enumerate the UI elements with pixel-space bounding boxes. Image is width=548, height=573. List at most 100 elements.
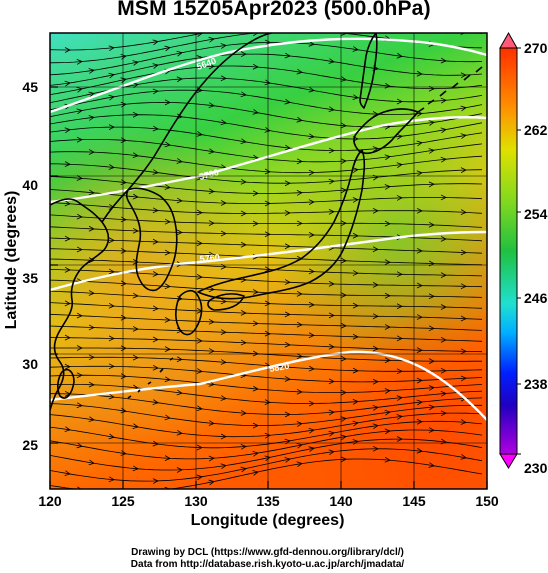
streamline-arrow — [196, 405, 203, 412]
streamline — [50, 101, 483, 128]
axis-ticks — [49, 86, 488, 489]
graticule — [50, 33, 487, 489]
coastlines — [50, 33, 483, 411]
streamline-arrow — [340, 355, 347, 362]
streamline-arrow — [152, 39, 159, 46]
streamline-arrow — [208, 251, 215, 258]
streamline-arrow — [428, 181, 435, 188]
streamline — [50, 258, 483, 277]
streamline-arrow — [460, 283, 467, 290]
streamline-arrow — [308, 446, 315, 452]
y-tick-25: 25 — [22, 437, 38, 453]
streamline-arrow — [284, 210, 291, 216]
streamline-arrow — [340, 122, 347, 129]
streamline-arrow — [208, 102, 215, 109]
streamline-arrow — [208, 479, 215, 486]
streamline — [50, 412, 483, 438]
streamline-arrow — [384, 82, 391, 89]
streamline-arrow — [240, 138, 247, 145]
streamline-arrow — [352, 333, 359, 340]
streamline-arrow — [460, 419, 467, 425]
streamline-arrow — [284, 341, 291, 348]
streamline-arrow — [308, 232, 315, 238]
streamline-arrow — [208, 286, 215, 293]
streamline — [50, 248, 483, 266]
streamline-arrow — [240, 210, 247, 217]
streamline-arrow — [428, 404, 435, 411]
streamline-arrow — [384, 324, 391, 330]
streamline-arrow — [340, 322, 347, 329]
streamline-arrow — [296, 421, 303, 427]
streamline-arrow — [296, 353, 303, 360]
streamline-arrow — [328, 312, 335, 319]
streamline-arrow — [384, 184, 391, 190]
streamline-arrow — [284, 457, 291, 463]
streamline-arrow — [240, 339, 247, 346]
streamline-arrow — [460, 72, 467, 79]
streamline-arrow — [396, 271, 403, 278]
streamline-arrow — [164, 218, 171, 225]
streamline-arrow — [152, 364, 159, 371]
streamline — [50, 139, 483, 163]
streamline-arrow — [416, 447, 423, 454]
colorbar-tick-238: 238 — [524, 376, 548, 392]
streamline — [50, 403, 482, 427]
streamline-arrow — [152, 207, 159, 214]
y-tick-30: 30 — [22, 356, 38, 372]
streamline-arrow — [329, 17, 334, 22]
streamline-arrow — [264, 455, 271, 462]
streamline-arrow — [308, 365, 315, 372]
streamline-arrow — [196, 444, 203, 451]
streamline — [50, 429, 483, 460]
streamline-arrow — [440, 97, 447, 104]
streamline-arrow — [108, 335, 115, 342]
streamline-arrow — [308, 199, 315, 205]
streamline-arrow — [108, 204, 115, 210]
streamline-arrow — [176, 356, 183, 363]
streamline-arrow — [384, 292, 391, 299]
streamline-arrow — [416, 377, 423, 384]
y-tick-40: 40 — [22, 177, 38, 193]
streamline-arrow — [132, 259, 139, 265]
streamline-arrow — [460, 454, 467, 460]
colorbar-tick-270: 270 — [524, 40, 548, 56]
streamline-arrow — [428, 293, 435, 300]
streamline-arrow — [208, 63, 215, 70]
y-axis-label: Latitude (degrees) — [3, 190, 20, 330]
streamline — [50, 65, 483, 95]
streamline-arrow — [372, 313, 379, 320]
streamline-arrow — [328, 58, 335, 64]
x-tick-140: 140 — [329, 493, 353, 509]
streamline-arrow — [416, 418, 423, 425]
streamline-arrow — [460, 249, 467, 256]
streamline-arrow — [208, 455, 215, 462]
streamline-arrow — [285, 18, 290, 23]
streamline — [50, 53, 483, 86]
streamline-arrow — [208, 348, 215, 354]
streamline-arrow — [328, 343, 335, 350]
streamline-arrow — [352, 399, 359, 405]
streamline-arrow — [252, 470, 259, 476]
streamline-arrow — [264, 168, 271, 175]
streamline-arrow — [132, 82, 139, 89]
streamline-arrow — [308, 268, 315, 275]
streamline-arrow — [340, 76, 347, 82]
streamline — [50, 336, 483, 353]
streamline-arrow — [328, 430, 335, 437]
streamline-arrow — [108, 476, 115, 483]
streamline-arrow — [252, 190, 259, 197]
streamline-arrow — [220, 359, 227, 365]
streamline-arrow — [340, 416, 347, 422]
colorbar-tick-262: 262 — [524, 122, 548, 138]
streamline-arrow — [252, 385, 259, 392]
streamline-arrow — [428, 462, 435, 468]
streamline-arrow — [440, 438, 447, 445]
streamline-arrow — [284, 279, 291, 285]
streamline-arrow — [428, 221, 435, 228]
streamline-arrow — [88, 225, 95, 232]
streamline-arrow — [328, 281, 335, 287]
streamline-arrow — [264, 127, 271, 133]
streamline-arrow — [352, 94, 359, 100]
streamline-arrow — [240, 466, 247, 473]
streamline-arrow — [328, 409, 335, 416]
